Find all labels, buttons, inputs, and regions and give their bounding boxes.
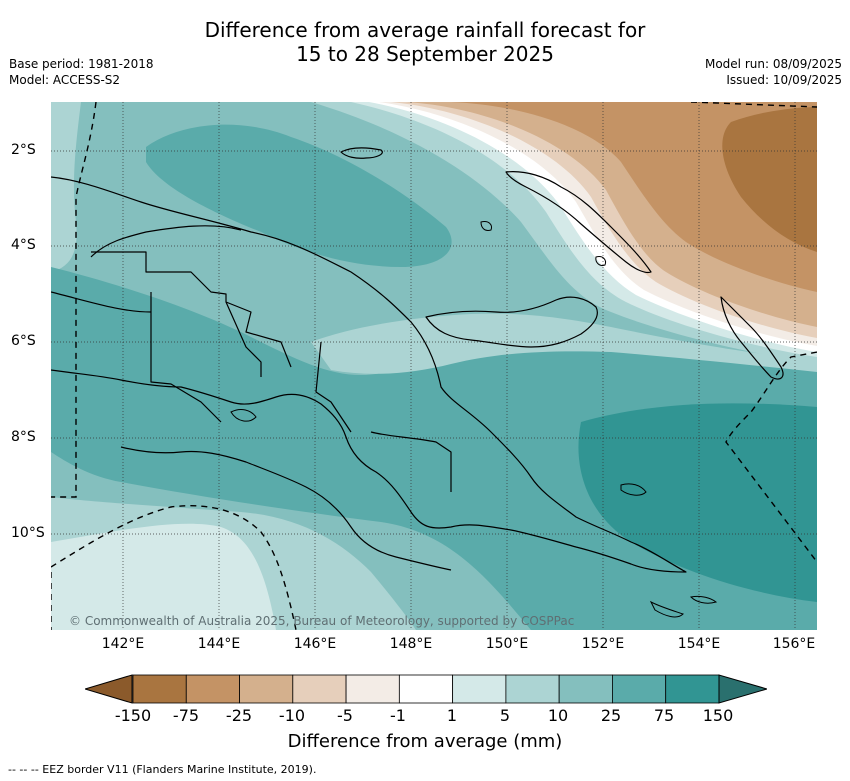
island-3: [480, 221, 492, 231]
eez-border-west: [51, 101, 97, 498]
png-south-coast: [120, 446, 452, 571]
zone-wet-1-southwest: [51, 523, 276, 630]
colorbar-segment: [132, 674, 187, 704]
island-2: [689, 595, 718, 604]
lat-label: 4°S: [11, 237, 36, 253]
province-border-6: [370, 431, 452, 492]
colorbar-tick: 25: [600, 706, 622, 725]
colorbar-segment: [665, 674, 720, 704]
lat-label: 8°S: [11, 429, 36, 445]
island-4: [230, 409, 257, 422]
island-1: [620, 483, 647, 496]
zone-wet-25-north: [146, 124, 452, 267]
new-ireland-outline: [505, 171, 652, 274]
province-border-4: [225, 301, 262, 377]
bougainville-outline: [720, 296, 784, 380]
colorbar-tick: -1: [390, 706, 406, 725]
lon-label: 148°E: [389, 636, 433, 652]
lat-label: 6°S: [11, 333, 36, 349]
zone-dry-150-ne: [722, 107, 817, 252]
colorbar-tick: 10: [547, 706, 569, 725]
province-border-1: [91, 251, 292, 368]
new-britain-outline: [425, 296, 598, 348]
colorbar-tick: -25: [225, 706, 253, 725]
colorbar-tick: 75: [653, 706, 675, 725]
lon-label: 156°E: [772, 636, 816, 652]
colorbar-tick: -75: [172, 706, 200, 725]
colorbar-title: Difference from average (mm): [287, 731, 563, 752]
graticule: [51, 102, 817, 630]
colorbar-segment: [452, 674, 507, 704]
colorbar-tick: 150: [702, 706, 734, 725]
title-line-2: 15 to 28 September 2025: [296, 42, 554, 66]
eez-borders: [50, 101, 818, 631]
colorbar-segment: [612, 674, 667, 704]
province-border-5: [315, 341, 352, 433]
colorbar-tick: 1: [446, 706, 458, 725]
province-border-2: [150, 292, 222, 423]
islands: [230, 221, 718, 618]
meta-right: Model run: 08/09/2025 Issued: 10/09/2025: [705, 56, 842, 88]
colorbar-segment: [505, 674, 560, 704]
colorbar-segment: [239, 674, 294, 704]
island-5: [595, 256, 606, 266]
base-period: Base period: 1981-2018: [9, 57, 154, 71]
province-border-7: [90, 225, 242, 258]
rainfall-map: [50, 101, 818, 631]
eez-border-east: [725, 351, 818, 563]
title-line-1: Difference from average rainfall forecas…: [204, 18, 646, 42]
colorbar-segment: [292, 674, 347, 704]
lon-label: 146°E: [293, 636, 337, 652]
eez-legend: -- -- -- EEZ border V11 (Flanders Marine…: [8, 763, 317, 776]
colorbar-tick: 5: [499, 706, 511, 725]
issued-date: Issued: 10/09/2025: [726, 73, 842, 87]
colorbar-tick: -150: [114, 706, 152, 725]
model-name: Model: ACCESS-S2: [9, 73, 121, 87]
meta-left: Base period: 1981-2018 Model: ACCESS-S2: [9, 56, 154, 88]
colorbar-segment: [345, 674, 400, 704]
lat-label: 2°S: [11, 142, 36, 158]
colorbar-over-arrow: [718, 674, 769, 704]
lon-label: 142°E: [101, 636, 145, 652]
lon-label: 144°E: [197, 636, 241, 652]
colorbar-tick: -5: [337, 706, 353, 725]
png-mainland-outline: [50, 176, 687, 573]
chart-title: Difference from average rainfall forecas…: [0, 18, 850, 66]
colorbar-tick: -10: [278, 706, 306, 725]
zone-wet-75-southeast: [578, 403, 817, 602]
copyright-notice: © Commonwealth of Australia 2025, Bureau…: [69, 614, 575, 628]
coastlines: [50, 147, 784, 573]
colorbar-segment: [185, 674, 240, 704]
map-svg: [50, 101, 818, 631]
lon-label: 154°E: [677, 636, 721, 652]
zone-wet-5-northwest: [51, 102, 81, 272]
colorbar-svg: [83, 674, 769, 704]
lon-label: 152°E: [581, 636, 625, 652]
lat-label: 10°S: [11, 525, 45, 541]
island-6: [649, 600, 684, 618]
colorbar-segment: [558, 674, 613, 704]
manus-outline: [340, 147, 383, 159]
province-border-3: [50, 291, 152, 313]
colorbar-segments: [132, 674, 720, 704]
colorbar-segment: [398, 674, 454, 704]
colorbar-under-arrow: [83, 674, 133, 704]
lon-label: 150°E: [485, 636, 529, 652]
colorbar: [83, 674, 769, 704]
model-run: Model run: 08/09/2025: [704, 57, 842, 71]
